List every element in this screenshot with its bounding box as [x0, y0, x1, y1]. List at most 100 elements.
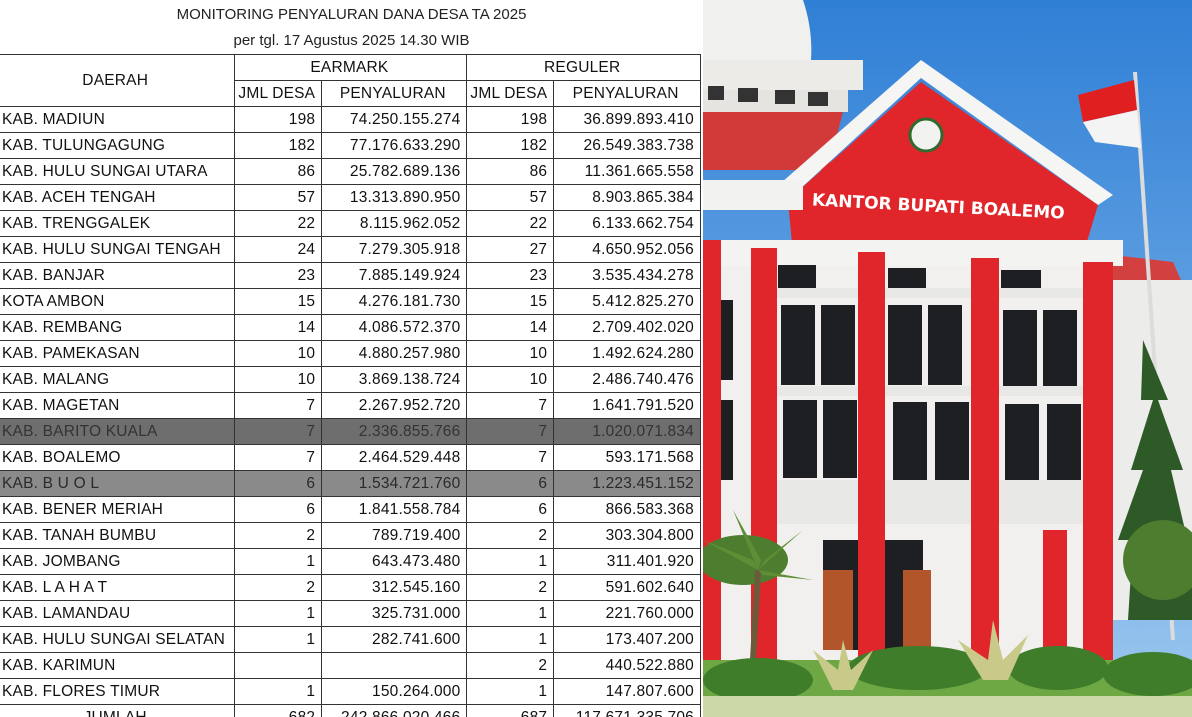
table-cell: 13.313.890.950: [321, 184, 468, 211]
table-cell: KOTA AMBON: [0, 288, 236, 315]
table-cell: 10: [466, 366, 555, 393]
table-cell: 22: [466, 210, 555, 237]
table-cell: 10: [234, 366, 323, 393]
table-cell: 77.176.633.290: [321, 132, 468, 159]
table-cell: KAB. LAMANDAU: [0, 600, 236, 627]
table-row: KAB. MAGETAN 7 2.267.952.720 7 1.641.791.520: [0, 392, 701, 419]
table-cell: 3.869.138.724: [321, 366, 468, 393]
table-cell: KAB. TANAH BUMBU: [0, 522, 236, 549]
table-cell: 1: [234, 600, 323, 627]
table-cell: KAB. MALANG: [0, 366, 236, 393]
table-row: KAB. FLORES TIMUR 1 150.264.000 1 147.807.60…: [0, 678, 701, 705]
table-cell: 303.304.800: [553, 522, 701, 549]
table-cell: 6: [234, 470, 323, 497]
table-cell: 789.719.400: [321, 522, 468, 549]
table-cell: 1.641.791.520: [553, 392, 701, 419]
data-table: DAERAH EARMARK REGULER JML DESA PENYALURAN JM…: [0, 54, 701, 717]
table-row: KAB. TRENGGALEK 22 8.115.962.052 22 6.133.66…: [0, 210, 701, 237]
table-cell: 4.650.952.056: [553, 236, 701, 263]
table-cell: 86: [234, 158, 323, 185]
table-cell: 643.473.480: [321, 548, 468, 575]
column-subheader: JML DESA: [466, 80, 555, 107]
table-cell: KAB. BENER MERIAH: [0, 496, 236, 523]
table-cell: 1: [466, 626, 555, 653]
table-cell: 5.412.825.270: [553, 288, 701, 315]
table-cell: 1.492.624.280: [553, 340, 701, 367]
table-cell: KAB. PAMEKASAN: [0, 340, 236, 367]
table-cell: 117.671.335.706: [553, 704, 701, 717]
table-cell: 325.731.000: [321, 600, 468, 627]
table-cell: 23: [466, 262, 555, 289]
table-cell: 2: [466, 522, 555, 549]
table-cell: 2: [466, 652, 555, 679]
table-row: KAB. PAMEKASAN 10 4.880.257.980 10 1.492.624…: [0, 340, 701, 367]
table-row: KAB. LAMANDAU 1 325.731.000 1 221.760.000: [0, 600, 701, 627]
table-cell: 4.276.181.730: [321, 288, 468, 315]
table-cell: KAB. KARIMUN: [0, 652, 236, 679]
table-cell: KAB. BANJAR: [0, 262, 236, 289]
table-cell: 591.602.640: [553, 574, 701, 601]
table-cell: 1: [234, 626, 323, 653]
column-subheader: PENYALURAN: [553, 80, 701, 107]
table-row: KAB. BOALEMO 7 2.464.529.448 7 593.171.568: [0, 444, 701, 471]
table-cell: 221.760.000: [553, 600, 701, 627]
table-cell: 22: [234, 210, 323, 237]
table-cell: 2.336.855.766: [321, 418, 468, 445]
table-cell: [321, 652, 468, 679]
table-cell: KAB. B U O L: [0, 470, 236, 497]
table-cell: 15: [234, 288, 323, 315]
table-cell: 14: [234, 314, 323, 341]
table-row: KAB. TANAH BUMBU 2 789.719.400 2 303.304.800: [0, 522, 701, 549]
column-header: DAERAH: [0, 54, 236, 107]
table-cell: KAB. HULU SUNGAI TENGAH: [0, 236, 236, 263]
table-cell: KAB. JOMBANG: [0, 548, 236, 575]
table-row: KAB. B U O L 6 1.534.721.760 6 1.223.451.152: [0, 470, 701, 497]
table-cell: KAB. HULU SUNGAI UTARA: [0, 158, 236, 185]
table-cell: KAB. TULUNGAGUNG: [0, 132, 236, 159]
table-cell: 6: [466, 470, 555, 497]
table-cell: KAB. FLORES TIMUR: [0, 678, 236, 705]
header-row: DAERAH EARMARK REGULER: [0, 54, 701, 107]
table-cell: 8.115.962.052: [321, 210, 468, 237]
table-cell: 4.880.257.980: [321, 340, 468, 367]
table-row: JUMLAH 682 242.866.020.466 687 117.671.335.7…: [0, 704, 701, 717]
table-cell: 7: [466, 392, 555, 419]
table-row: KAB. MADIUN 198 74.250.155.274 198 36.899.89…: [0, 106, 701, 133]
table-cell: KAB. TRENGGALEK: [0, 210, 236, 237]
table-cell: 7: [466, 444, 555, 471]
table-cell: 2.709.402.020: [553, 314, 701, 341]
table-cell: KAB. REMBANG: [0, 314, 236, 341]
table-row: KAB. L A H A T 2 312.545.160 2 591.602.640: [0, 574, 701, 601]
table-row: KAB. JOMBANG 1 643.473.480 1 311.401.920: [0, 548, 701, 575]
spreadsheet: MONITORING PENYALURAN DANA DESA TA 2025 …: [0, 6, 701, 717]
table-cell: 1: [234, 678, 323, 705]
table-cell: 312.545.160: [321, 574, 468, 601]
table-cell: 23: [234, 262, 323, 289]
table-cell: 1: [234, 548, 323, 575]
table-row: KAB. REMBANG 14 4.086.572.370 14 2.709.402.0…: [0, 314, 701, 341]
table-cell: 8.903.865.384: [553, 184, 701, 211]
table-cell: KAB. L A H A T: [0, 574, 236, 601]
column-subheader: JML DESA: [234, 80, 323, 107]
table-cell: 1: [466, 548, 555, 575]
table-row: KAB. BARITO KUALA 7 2.336.855.766 7 1.020.07…: [0, 418, 701, 445]
table-cell: 182: [234, 132, 323, 159]
table-cell: 4.086.572.370: [321, 314, 468, 341]
table-cell: 3.535.434.278: [553, 262, 701, 289]
table-cell: 2.464.529.448: [321, 444, 468, 471]
table-cell: 2.486.740.476: [553, 366, 701, 393]
table-cell: KAB. MAGETAN: [0, 392, 236, 419]
table-cell: 74.250.155.274: [321, 106, 468, 133]
title: MONITORING PENYALURAN DANA DESA TA 2025: [176, 6, 527, 23]
table-cell: 10: [466, 340, 555, 367]
table-cell: 6.133.662.754: [553, 210, 701, 237]
table-cell: 7.279.305.918: [321, 236, 468, 263]
table-cell: 198: [234, 106, 323, 133]
table-cell: 1.020.071.834: [553, 418, 701, 445]
table-cell: 36.899.893.410: [553, 106, 701, 133]
table-row: KAB. ACEH TENGAH 57 13.313.890.950 57 8.903.…: [0, 184, 701, 211]
table-cell: 7: [234, 392, 323, 419]
table-cell: 1.841.558.784: [321, 496, 468, 523]
table-cell: 1.534.721.760: [321, 470, 468, 497]
